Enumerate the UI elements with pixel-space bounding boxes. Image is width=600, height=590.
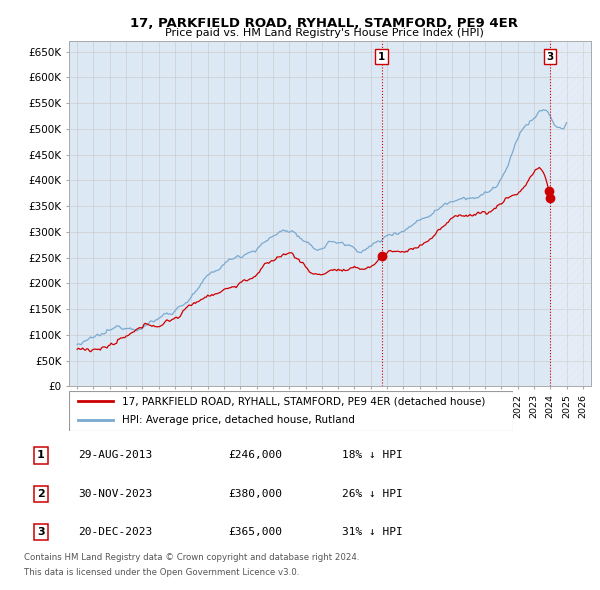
Text: £246,000: £246,000 (228, 451, 282, 460)
Text: £380,000: £380,000 (228, 489, 282, 499)
Text: 3: 3 (546, 52, 553, 62)
Text: 30-NOV-2023: 30-NOV-2023 (78, 489, 152, 499)
Bar (550, 41, 591, 386)
Text: 2: 2 (37, 489, 44, 499)
Text: 29-AUG-2013: 29-AUG-2013 (78, 451, 152, 460)
Text: This data is licensed under the Open Government Licence v3.0.: This data is licensed under the Open Gov… (24, 568, 299, 577)
Text: 1: 1 (37, 451, 44, 460)
Text: 3: 3 (37, 527, 44, 537)
Text: HPI: Average price, detached house, Rutland: HPI: Average price, detached house, Rutl… (122, 415, 355, 425)
Text: Price paid vs. HM Land Registry's House Price Index (HPI): Price paid vs. HM Land Registry's House … (164, 28, 484, 38)
Text: 17, PARKFIELD ROAD, RYHALL, STAMFORD, PE9 4ER: 17, PARKFIELD ROAD, RYHALL, STAMFORD, PE… (130, 17, 518, 30)
Text: 1: 1 (378, 52, 385, 62)
Text: 26% ↓ HPI: 26% ↓ HPI (342, 489, 403, 499)
Text: Contains HM Land Registry data © Crown copyright and database right 2024.: Contains HM Land Registry data © Crown c… (24, 553, 359, 562)
Text: 31% ↓ HPI: 31% ↓ HPI (342, 527, 403, 537)
Text: 20-DEC-2023: 20-DEC-2023 (78, 527, 152, 537)
Text: £365,000: £365,000 (228, 527, 282, 537)
Text: 18% ↓ HPI: 18% ↓ HPI (342, 451, 403, 460)
Text: 17, PARKFIELD ROAD, RYHALL, STAMFORD, PE9 4ER (detached house): 17, PARKFIELD ROAD, RYHALL, STAMFORD, PE… (122, 396, 485, 407)
FancyBboxPatch shape (69, 391, 513, 431)
